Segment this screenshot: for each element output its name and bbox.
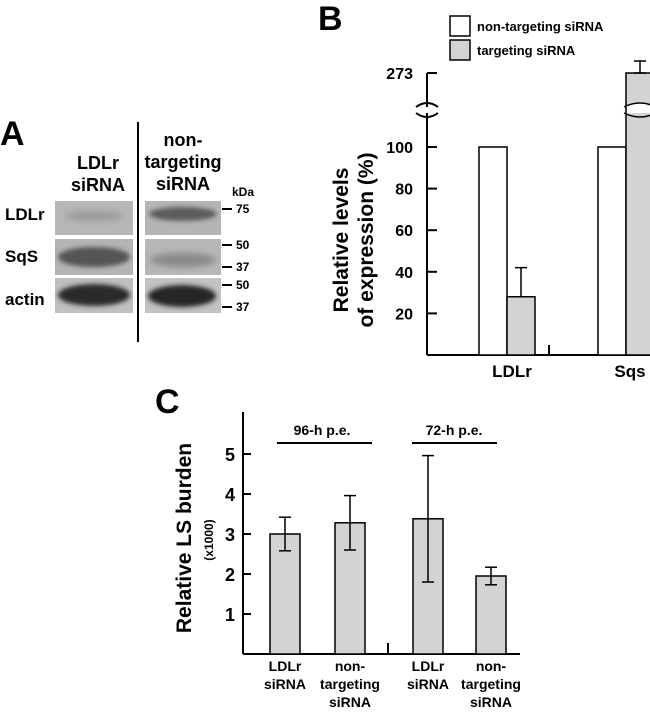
panel-c-ylabel: Relative LS burden [173, 443, 196, 633]
panel-c-xtick-label: LDLr [412, 658, 445, 674]
kda-label: kDa [232, 185, 254, 199]
blot-strip-actin [55, 278, 221, 313]
blot-lane2-header-line2: targeting [144, 152, 221, 172]
panel-b-label: B [318, 0, 343, 38]
blot-strip-ldlr [55, 201, 221, 235]
panel-c-xtick-label: siRNA [407, 676, 449, 692]
bar-c-4 [475, 575, 507, 655]
panel-c-ytick-label: 2 [225, 565, 235, 585]
panel-c-label: C [155, 383, 180, 421]
panel-b-ylabel-line2: of expression (%) [355, 152, 378, 327]
panel-b-ytick-label: 20 [395, 306, 413, 323]
marker-50-sqs: 50 [236, 238, 250, 252]
bar-targeting-ldlr [506, 296, 536, 356]
panel-c-error-bars [279, 454, 497, 586]
bar-non-targeting-sqs [597, 146, 627, 356]
panel-b-error-bars [515, 60, 646, 298]
panel-b-yticks: 20 40 60 80 100 [386, 140, 437, 323]
panel-c-xtick-label: non- [335, 658, 366, 674]
bar-break-gap [627, 107, 650, 113]
group-label-72h: 72-h p.e. [426, 422, 483, 438]
marker-37-sqs: 37 [236, 260, 250, 274]
panel-c-ytick-label: 1 [225, 605, 235, 625]
legend-swatch-non-targeting [449, 15, 471, 37]
bar-break-upper [623, 102, 650, 108]
marker-75: 75 [236, 202, 250, 216]
blot-lane2-header-line1: non- [164, 130, 203, 150]
legend-label-non-targeting: non-targeting siRNA [477, 19, 604, 34]
blot-strip-sqs [55, 239, 221, 275]
blot-lane2-header-line3: siRNA [156, 174, 210, 194]
marker-50-actin: 50 [236, 278, 250, 292]
blot-row-label-ldlr: LDLr [5, 205, 45, 224]
panel-c-xtick-label: siRNA [264, 676, 306, 692]
bar-break-lower [623, 112, 650, 118]
panel-c-ytick-label: 5 [225, 445, 235, 465]
group-label-96h: 96-h p.e. [294, 422, 351, 438]
panel-c-yticks: 1 2 3 4 5 [225, 445, 251, 625]
blot-row-label-sqs: SqS [5, 247, 38, 266]
panel-c-xtick-label: targeting [461, 676, 521, 692]
panel-c-xtick-label: siRNA [470, 694, 512, 710]
panel-b-ytick-label: 40 [395, 265, 413, 282]
panel-a: A LDLr siRNA non- targeting siRNA kDa LD… [0, 115, 254, 342]
panel-c-ytick-label: 3 [225, 525, 235, 545]
blot-row-label-actin: actin [5, 290, 45, 309]
marker-37-actin: 37 [236, 300, 250, 314]
panel-b-ytick-label: 60 [395, 223, 413, 240]
bar-c-1 [269, 533, 301, 655]
blot-lane1-header-line1: LDLr [77, 153, 119, 173]
panel-b-ylabel-line1: Relative levels [330, 168, 353, 313]
panel-c-xtick-labels: LDLr siRNA non-targeting siRNA LDLr siRNA non-… [264, 658, 521, 710]
bar-non-targeting-ldlr [478, 146, 508, 356]
blot-markers: 75 50 37 50 37 [222, 202, 250, 314]
panel-b-ytick-label: 100 [386, 140, 413, 157]
panel-c-bars [269, 518, 507, 655]
panel-c-xtick-label: targeting [320, 676, 380, 692]
panel-b-ytick-273: 273 [386, 66, 413, 83]
panel-c-ylabel-unit: (x1000) [202, 519, 216, 560]
panel-c-ytick-label: 4 [225, 485, 235, 505]
panel-b-xtick-sqs: Sqs [614, 362, 645, 381]
panel-c: C Relative LS burden (x1000) 1 2 3 4 5 96-h … [155, 383, 521, 710]
panel-c-xtick-label: LDLr [269, 658, 302, 674]
panel-a-label: A [0, 115, 25, 153]
panel-b-y-axis [415, 72, 439, 355]
panel-c-xtick-label: non- [476, 658, 507, 674]
panel-b-ytick-label: 80 [395, 182, 413, 199]
panel-c-xtick-label: siRNA [329, 694, 371, 710]
legend-swatch-targeting [449, 39, 471, 61]
legend-b: non-targeting siRNA targeting siRNA [449, 15, 604, 61]
panel-b: B non-targeting siRNA targeting siRNA Re… [318, 0, 650, 381]
legend-label-targeting: targeting siRNA [477, 43, 576, 58]
panel-b-xtick-ldlr: LDLr [492, 362, 532, 381]
blot-lane1-header-line2: siRNA [71, 175, 125, 195]
panel-b-bars [478, 72, 650, 356]
